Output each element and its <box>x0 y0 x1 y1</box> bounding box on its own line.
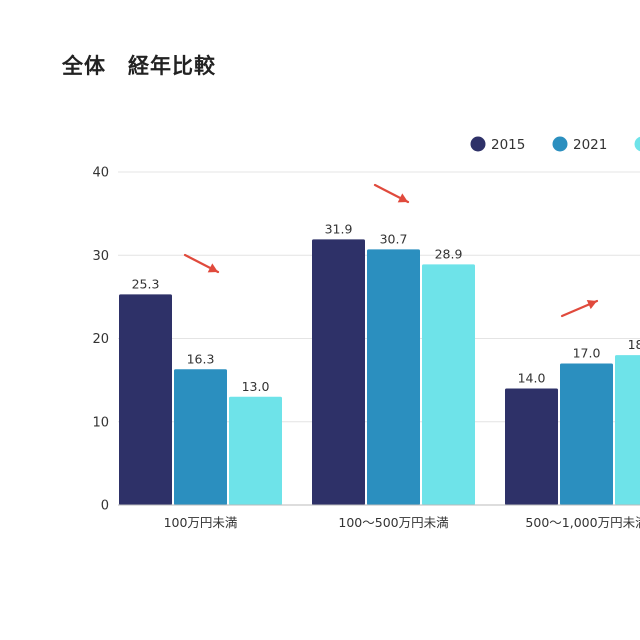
legend-marker-2024 <box>634 136 640 152</box>
bar-2024-0 <box>229 396 282 505</box>
y-tick-label-10: 10 <box>92 415 109 430</box>
y-tick-label-20: 20 <box>92 332 109 347</box>
y-tick-label-40: 40 <box>92 166 109 181</box>
category-label-0: 100万円未満 <box>164 515 238 530</box>
legend-label-2021: 2021 <box>573 137 607 153</box>
trend-arrow-head-2 <box>586 299 597 310</box>
bar-2024-2 <box>615 355 640 505</box>
value-label-2024-0: 13.0 <box>242 379 270 394</box>
value-label-2015-1: 31.9 <box>325 221 353 236</box>
y-tick-label-0: 0 <box>101 499 109 514</box>
legend-marker-2021 <box>552 136 568 152</box>
chart-title: 全体 経年比較 <box>62 54 216 78</box>
value-label-2021-2: 17.0 <box>573 345 601 360</box>
category-label-2: 500〜1,000万円未満 <box>525 515 640 530</box>
value-label-2015-2: 14.0 <box>518 370 546 385</box>
trend-arrow-head-0 <box>207 263 218 273</box>
value-label-2024-1: 28.9 <box>435 246 463 261</box>
bar-2015-1 <box>312 239 365 505</box>
trend-arrow-head-1 <box>397 193 408 203</box>
bar-2021-2 <box>560 363 613 505</box>
value-label-2021-0: 16.3 <box>187 351 215 366</box>
bar-2015-0 <box>119 294 172 505</box>
value-label-2021-1: 30.7 <box>380 231 408 246</box>
bar-2024-1 <box>422 264 475 505</box>
category-label-1: 100〜500万円未満 <box>338 515 448 530</box>
value-label-2024-2: 18.0 <box>628 337 640 352</box>
legend-marker-2015 <box>470 136 486 152</box>
value-label-2015-0: 25.3 <box>132 276 160 291</box>
bar-2021-0 <box>174 369 227 505</box>
bar-2015-2 <box>505 388 558 505</box>
legend-label-2015: 2015 <box>491 137 525 153</box>
bar-2021-1 <box>367 249 420 505</box>
y-tick-label-30: 30 <box>92 249 109 264</box>
